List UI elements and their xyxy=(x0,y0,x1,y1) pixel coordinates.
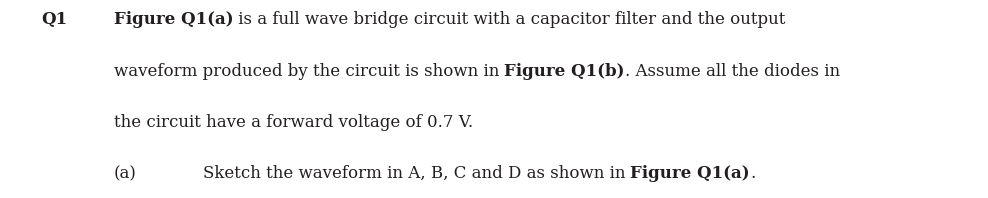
Text: waveform produced by the circuit is shown in: waveform produced by the circuit is show… xyxy=(114,63,504,80)
Text: is a full wave bridge circuit with a capacitor filter and the output: is a full wave bridge circuit with a cap… xyxy=(233,11,785,28)
Text: Figure Q1(b): Figure Q1(b) xyxy=(504,63,624,80)
Text: Figure Q1(a): Figure Q1(a) xyxy=(114,11,233,28)
Text: .: . xyxy=(750,165,755,182)
Text: (a): (a) xyxy=(114,165,136,182)
Text: Sketch the waveform in A, B, C and D as shown in: Sketch the waveform in A, B, C and D as … xyxy=(203,165,630,182)
Text: Figure Q1(a): Figure Q1(a) xyxy=(630,165,750,182)
Text: Q1: Q1 xyxy=(41,11,67,28)
Text: the circuit have a forward voltage of 0.7 V.: the circuit have a forward voltage of 0.… xyxy=(114,114,472,131)
Text: . Assume all the diodes in: . Assume all the diodes in xyxy=(624,63,840,80)
